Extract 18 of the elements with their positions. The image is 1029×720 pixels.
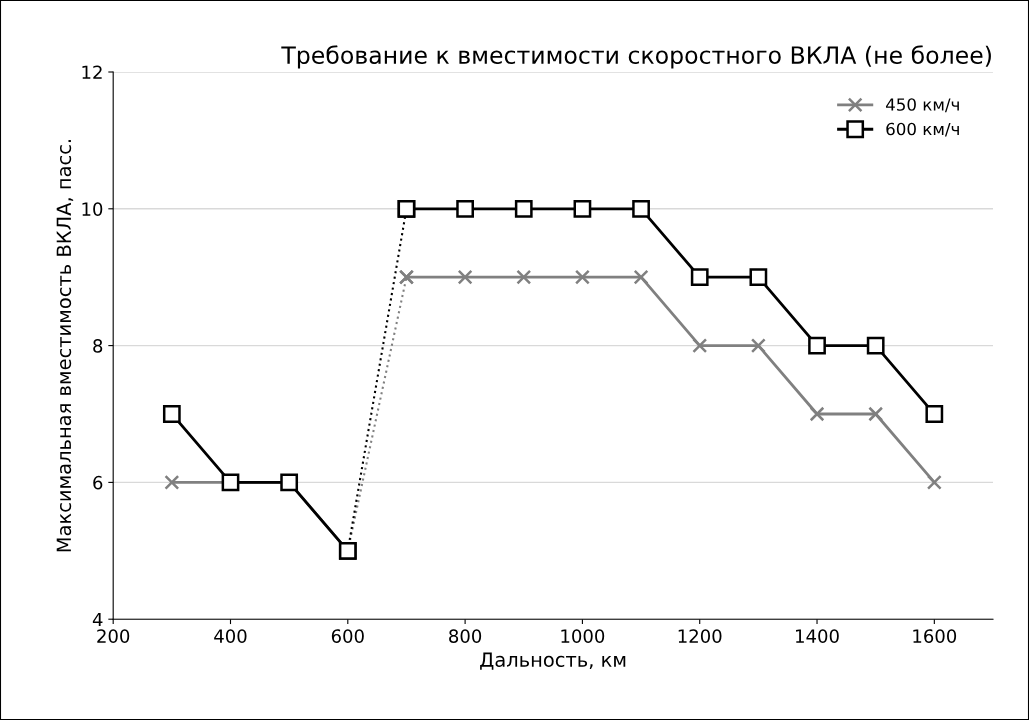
chart-title: Требование к вместимости скоростного ВКЛА (не более) bbox=[281, 45, 991, 69]
x-tick-label: 200 bbox=[97, 629, 130, 643]
y-tick-label: 4 bbox=[92, 612, 103, 627]
x-tick-label: 600 bbox=[331, 629, 364, 643]
y-tick-label: 12 bbox=[82, 65, 102, 79]
x-tick-label: 1000 bbox=[561, 629, 605, 643]
x-tick-label: 1600 bbox=[913, 629, 957, 643]
legend-label: 600 км/ч bbox=[886, 122, 959, 137]
x-axis-title: Дальность, км bbox=[480, 652, 626, 670]
x-tick-label: 1400 bbox=[796, 629, 839, 643]
y-tick-label: 6 bbox=[93, 475, 103, 490]
x-tick-label: 1200 bbox=[678, 629, 722, 643]
legend-label: 450 км/ч bbox=[885, 98, 959, 113]
x-tick-label: 800 bbox=[449, 629, 482, 643]
y-tick-label: 8 bbox=[93, 339, 103, 353]
y-tick-label: 10 bbox=[82, 202, 103, 216]
x-tick-label: 400 bbox=[214, 629, 247, 643]
y-axis-title: Максимальная вместимость ВКЛА, пасс. bbox=[56, 140, 74, 552]
